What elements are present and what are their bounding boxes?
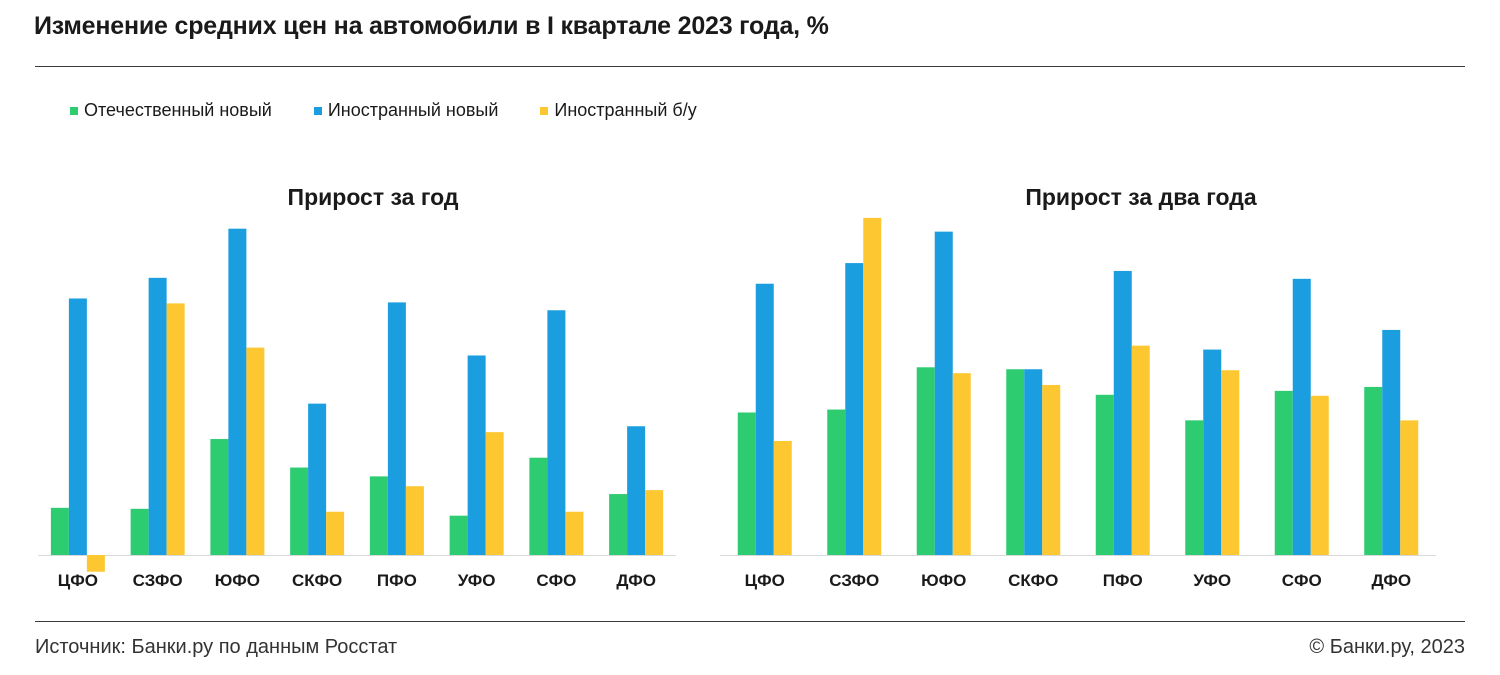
category-label: ПФО bbox=[1103, 571, 1143, 590]
bar bbox=[290, 467, 309, 555]
category-label: УФО bbox=[458, 571, 496, 590]
category-label: ПФО bbox=[377, 571, 417, 590]
bar bbox=[916, 367, 935, 555]
legend-item-foreign-new: Иностранный новый bbox=[313, 100, 499, 121]
bar bbox=[1024, 369, 1043, 555]
bar bbox=[210, 439, 229, 555]
category-label: ДФО bbox=[616, 571, 656, 590]
chart-legend: Отечественный новый Иностранный новый Ин… bbox=[70, 100, 697, 121]
legend-swatch-foreign-new bbox=[313, 106, 322, 115]
chart-title: Прирост за год bbox=[288, 184, 459, 210]
category-label: ЮФО bbox=[215, 571, 260, 590]
bar bbox=[609, 494, 628, 555]
bar bbox=[952, 373, 971, 555]
legend-label-foreign-used: Иностранный б/у bbox=[554, 100, 697, 120]
legend-swatch-domestic-new bbox=[70, 106, 78, 115]
category-label: СЗФО bbox=[829, 571, 879, 590]
chart-title: Прирост за два года bbox=[1025, 184, 1257, 210]
legend-item-domestic-new: Отечественный новый bbox=[70, 100, 272, 121]
bar bbox=[1131, 345, 1150, 555]
bar bbox=[130, 508, 149, 555]
bar bbox=[1095, 394, 1114, 555]
bar bbox=[68, 298, 87, 555]
bar bbox=[308, 403, 327, 555]
bar bbox=[1310, 395, 1329, 555]
bar bbox=[1382, 329, 1401, 555]
bar bbox=[755, 283, 774, 555]
bar bbox=[405, 486, 424, 555]
bar bbox=[1006, 369, 1025, 555]
footer-divider bbox=[35, 621, 1465, 622]
bar bbox=[50, 507, 69, 555]
bar bbox=[148, 277, 167, 555]
bar bbox=[1113, 270, 1132, 555]
bar bbox=[934, 231, 953, 555]
bar bbox=[1400, 420, 1419, 555]
bar bbox=[485, 432, 504, 555]
bar bbox=[1221, 370, 1240, 555]
category-label: СЗФО bbox=[133, 571, 183, 590]
category-label: СКФО bbox=[1008, 571, 1058, 590]
legend-label-domestic-new: Отечественный новый bbox=[84, 100, 272, 120]
bar bbox=[529, 457, 548, 555]
bar bbox=[1364, 386, 1383, 555]
bar bbox=[773, 440, 792, 555]
bar bbox=[228, 228, 247, 556]
category-label: СФО bbox=[536, 571, 576, 590]
legend-item-foreign-used: Иностранный б/у bbox=[540, 100, 697, 121]
category-label: ЮФО bbox=[921, 571, 966, 590]
category-label: ЦФО bbox=[745, 571, 785, 590]
bar bbox=[1185, 420, 1204, 555]
bar bbox=[565, 511, 584, 555]
bar bbox=[1042, 384, 1061, 555]
legend-swatch-foreign-used bbox=[540, 106, 549, 115]
legend-label-foreign-new: Иностранный новый bbox=[327, 100, 499, 120]
bar bbox=[845, 263, 864, 555]
source-note: Источник: Банки.ру по данным Росстат bbox=[35, 636, 398, 658]
bar bbox=[827, 409, 846, 555]
bar bbox=[737, 412, 756, 555]
category-label: УФО bbox=[1193, 571, 1231, 590]
bar bbox=[1203, 349, 1222, 555]
bar bbox=[467, 355, 486, 555]
bar bbox=[1292, 278, 1311, 555]
header-divider bbox=[35, 66, 1465, 67]
bar bbox=[863, 217, 882, 555]
bar bbox=[387, 302, 406, 555]
page-title: Изменение средних цен на автомобили в I … bbox=[34, 12, 829, 40]
bar bbox=[246, 347, 265, 555]
category-label: ДФО bbox=[1371, 571, 1411, 590]
category-label: СФО bbox=[1282, 571, 1322, 590]
category-label: СКФО bbox=[292, 571, 342, 590]
bar bbox=[449, 515, 468, 555]
bar bbox=[547, 310, 566, 555]
bar bbox=[369, 476, 388, 555]
bar bbox=[326, 511, 345, 555]
bar bbox=[645, 490, 664, 555]
copyright-note: © Банки.ру, 2023 bbox=[1309, 636, 1465, 658]
bar bbox=[1274, 390, 1293, 555]
category-label: ЦФО bbox=[58, 571, 98, 590]
bar bbox=[166, 303, 185, 555]
bar bbox=[627, 426, 646, 555]
bar bbox=[86, 555, 105, 572]
